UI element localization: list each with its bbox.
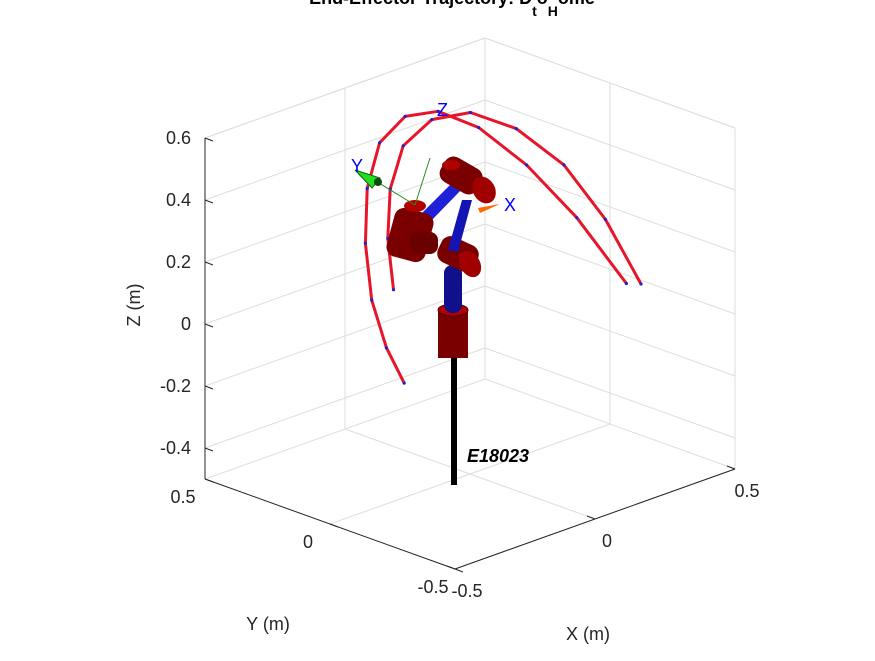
- grid-line-z: [484, 347, 736, 439]
- z-tick-label: 0.4: [166, 190, 191, 210]
- z-tick-label: 0.2: [166, 252, 191, 272]
- y-tick-mark: [204, 478, 214, 483]
- grid-line-y-floor: [329, 423, 611, 525]
- x-tick-label: -0.5: [451, 581, 482, 601]
- grid-lines: [204, 37, 736, 570]
- trajectory-point: [401, 144, 405, 148]
- y-tick-label: 0.5: [170, 487, 195, 507]
- frame-z-axis: [414, 157, 431, 206]
- robot-wrist: [386, 200, 438, 263]
- grid-line-y-floor: [204, 378, 486, 480]
- frame-origin-marker: [374, 178, 382, 186]
- robot-name-label: E18023: [467, 446, 529, 466]
- trajectory-series: [363, 109, 643, 385]
- box-edge: [204, 37, 486, 139]
- chart-title: End-Effector Trajectory: DtoHome: [309, 0, 595, 19]
- z-tick-mark: [204, 447, 214, 452]
- y-tick-mark: [454, 568, 464, 573]
- trajectory-point: [575, 216, 579, 220]
- grid-line-z: [484, 285, 736, 377]
- box-edge: [484, 37, 736, 129]
- grid-line-z: [484, 161, 736, 253]
- axes: [204, 137, 736, 573]
- grid-line-z: [204, 285, 486, 387]
- trajectory-point: [639, 282, 643, 286]
- y-tick-mark: [329, 523, 339, 528]
- trajectory-point: [403, 114, 407, 118]
- grid-line-z: [484, 99, 736, 191]
- x-tick-mark: [726, 465, 736, 470]
- z-tick-mark: [204, 323, 214, 328]
- x-tick-mark: [446, 565, 456, 570]
- trajectory-point: [436, 109, 440, 113]
- robot-model: X Y Z: [351, 100, 516, 485]
- trajectory-point: [365, 186, 369, 191]
- trajectory-point: [391, 288, 396, 292]
- trajectory-point: [384, 346, 388, 350]
- grid-line-z: [204, 161, 486, 263]
- grid-line-z: [204, 99, 486, 201]
- trajectory-point: [430, 118, 434, 122]
- trajectory-point: [624, 281, 629, 286]
- z-tick-mark: [204, 261, 214, 266]
- robot-link-lower: [444, 265, 462, 313]
- z-tick-mark: [204, 199, 214, 204]
- grid-line-z: [204, 347, 486, 449]
- trajectory-point: [603, 217, 608, 221]
- trajectory-point: [363, 241, 367, 245]
- x-tick-label: 0.5: [734, 481, 759, 501]
- z-tick-mark: [204, 137, 214, 142]
- grid-line-z: [204, 223, 486, 325]
- trajectory-point: [468, 110, 472, 115]
- trajectory-point: [378, 141, 382, 145]
- trajectory-line-2: [386, 111, 643, 290]
- z-axis-label: Z (m): [124, 284, 144, 327]
- x-tick-label: 0: [602, 531, 612, 551]
- trajectory-line-1: [363, 109, 628, 384]
- robot-joint-3: [439, 156, 496, 204]
- robot-link-upper: [448, 200, 472, 252]
- y-tick-label: -0.5: [417, 577, 448, 597]
- robot-pedestal: [451, 355, 457, 485]
- trajectory-point: [477, 125, 481, 130]
- trajectory-point: [525, 163, 529, 167]
- y-axis-label: Y (m): [246, 614, 290, 634]
- tick-labels: -0.5 0 0.5 -0.5 0 0.5 -0.4 -0.2 0 0.2 0.4 0.6: [160, 128, 760, 601]
- frame-x-arrow: [478, 204, 500, 213]
- frame-label-y: Y: [351, 156, 363, 176]
- trajectory-point: [370, 298, 374, 302]
- robot-joint-2: [437, 236, 482, 278]
- z-tick-label: -0.4: [160, 438, 191, 458]
- z-tick-label: 0.6: [166, 128, 191, 148]
- grid-line-z: [484, 223, 736, 315]
- frame-label-x: X: [504, 195, 516, 215]
- x-axis-label: X (m): [566, 624, 610, 644]
- trajectory-point: [562, 163, 566, 167]
- trajectory-point: [514, 127, 518, 131]
- y-tick-label: 0: [303, 532, 313, 552]
- z-tick-label: -0.2: [160, 376, 191, 396]
- frame-label-z: Z: [437, 100, 448, 120]
- z-tick-label: 0: [181, 314, 191, 334]
- z-tick-mark: [204, 385, 214, 390]
- x-tick-mark: [586, 515, 596, 520]
- robot-link-arm: [420, 180, 463, 224]
- trajectory-point: [402, 381, 406, 385]
